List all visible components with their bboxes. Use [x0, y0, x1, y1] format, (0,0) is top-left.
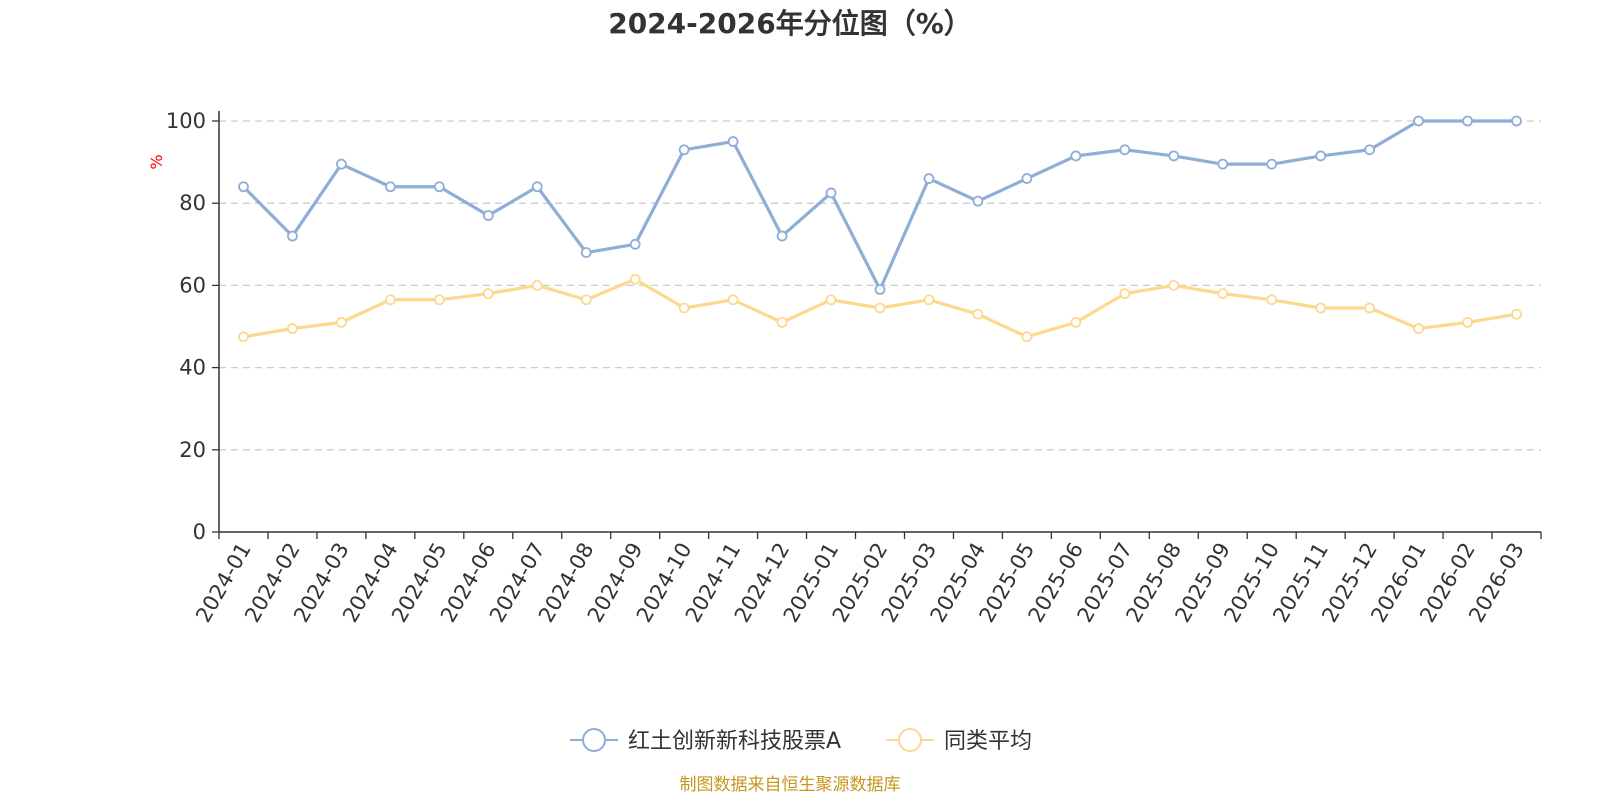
- data-point: [287, 323, 298, 334]
- series-line-0: [242, 119, 1517, 292]
- legend-label-1: 同类平均: [944, 729, 1032, 754]
- data-point: [629, 273, 641, 285]
- data-point: [580, 294, 592, 306]
- data-point: [678, 144, 690, 156]
- data-point: [531, 279, 543, 291]
- data-point: [336, 158, 347, 170]
- data-point: [1315, 150, 1327, 162]
- data-point: [629, 238, 641, 250]
- data-point: [482, 288, 494, 300]
- data-point: [384, 294, 396, 306]
- data-point: [1070, 150, 1082, 162]
- data-point: [1266, 294, 1278, 306]
- data-point: [727, 136, 739, 147]
- legend-item-0[interactable]: 红土创新新科技股票A: [570, 728, 841, 754]
- data-point: [727, 294, 739, 306]
- data-point: [1364, 302, 1376, 314]
- data-point: [238, 181, 249, 193]
- data-point: [1462, 115, 1473, 127]
- data-point: [433, 294, 445, 306]
- chart-title: 2024-2026年分位图（%）: [608, 7, 972, 40]
- legend-item-1[interactable]: 同类平均: [886, 728, 1032, 754]
- series-0: [238, 115, 1522, 295]
- legend-marker-1: [898, 728, 922, 752]
- axes: [212, 111, 1542, 539]
- data-point: [287, 230, 298, 242]
- data-point: [336, 316, 347, 328]
- data-point: [874, 302, 886, 314]
- series-lines: [238, 115, 1522, 343]
- data-point: [825, 294, 837, 306]
- data-point: [923, 294, 935, 306]
- data-point: [1119, 144, 1131, 156]
- data-point: [972, 195, 984, 207]
- data-point: [1217, 158, 1229, 170]
- data-point: [1021, 331, 1033, 343]
- data-point: [580, 247, 592, 258]
- y-tick-label-40: 40: [179, 356, 206, 380]
- y-tick-label-0: 0: [193, 520, 206, 544]
- data-point: [1462, 316, 1473, 328]
- data-point: [1119, 288, 1131, 300]
- data-point: [1413, 115, 1424, 127]
- data-point: [1315, 302, 1327, 314]
- data-point: [482, 210, 494, 221]
- y-tick-label-80: 80: [179, 191, 206, 215]
- data-point: [433, 181, 445, 193]
- data-point: [1413, 323, 1424, 334]
- data-point: [1266, 158, 1278, 170]
- y-tick-labels: 0 20 40 60 80 100: [166, 109, 206, 544]
- data-point: [776, 230, 788, 242]
- data-point: [776, 316, 788, 328]
- data-point: [1364, 144, 1376, 156]
- source-note: 制图数据来自恒生聚源数据库: [680, 775, 901, 795]
- x-tick-labels: 2024-012024-022024-032024-042024-052024-…: [191, 539, 1529, 627]
- data-point: [384, 181, 396, 193]
- data-point: [1511, 308, 1522, 320]
- data-point: [238, 331, 249, 343]
- data-point: [1168, 150, 1180, 162]
- data-point: [1070, 316, 1082, 328]
- data-point: [531, 181, 543, 193]
- data-point: [874, 284, 886, 295]
- y-tick-label-60: 60: [179, 273, 206, 297]
- data-point: [1168, 279, 1180, 291]
- legend-marker-0: [582, 728, 606, 752]
- data-point: [1217, 288, 1229, 300]
- legend-label-0: 红土创新新科技股票A: [628, 729, 841, 754]
- data-point: [1021, 173, 1033, 184]
- y-tick-label-100: 100: [166, 109, 206, 133]
- legend[interactable]: 红土创新新科技股票A 同类平均: [570, 728, 1032, 754]
- series-1: [238, 273, 1522, 343]
- y-tick-label-20: 20: [179, 438, 206, 462]
- y-axis-unit: %: [147, 154, 166, 169]
- data-point: [678, 302, 690, 314]
- data-point: [972, 308, 984, 320]
- data-point: [825, 187, 837, 199]
- data-point: [923, 173, 935, 184]
- data-point: [1511, 115, 1522, 127]
